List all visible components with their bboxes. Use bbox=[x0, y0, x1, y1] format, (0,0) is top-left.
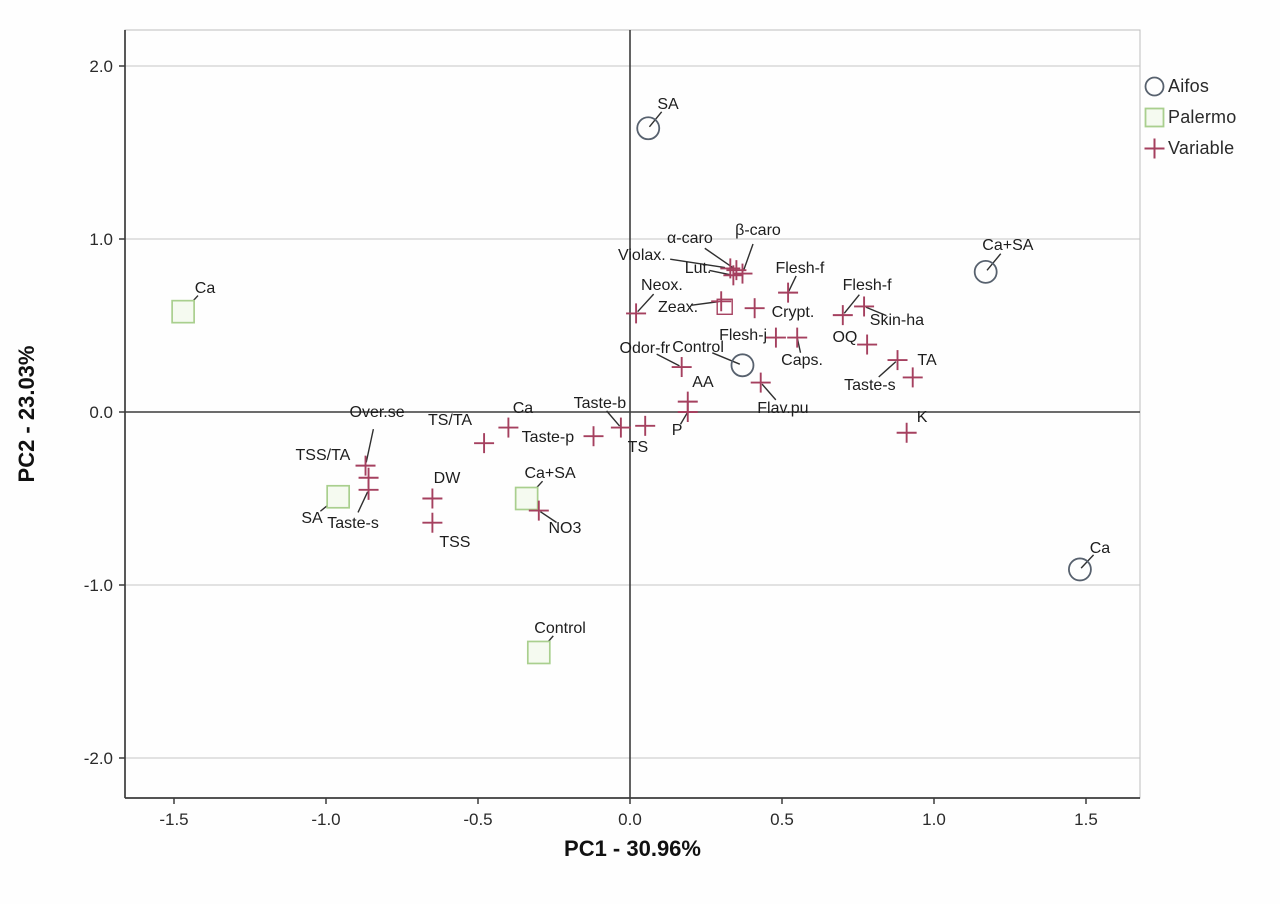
aifos-point bbox=[973, 259, 998, 284]
legend: Aifos Palermo Variable bbox=[1143, 74, 1236, 160]
variable-square-overlay bbox=[716, 298, 733, 315]
legend-label-variable: Variable bbox=[1168, 137, 1235, 158]
x-tick-label: 1.0 bbox=[922, 810, 946, 829]
leader-line bbox=[788, 275, 797, 292]
point-label: OQ bbox=[832, 329, 857, 346]
leader-line bbox=[704, 247, 735, 269]
point-label: TSS/TA bbox=[296, 447, 351, 464]
palermo-point bbox=[514, 486, 539, 511]
point-label: TSS bbox=[439, 534, 470, 551]
x-tick-label: 0.5 bbox=[770, 810, 794, 829]
point-label: AA bbox=[692, 374, 714, 391]
x-tick-label: 1.5 bbox=[1074, 810, 1098, 829]
leader-line bbox=[742, 243, 754, 272]
leader-line bbox=[637, 293, 655, 313]
point-label: DW bbox=[434, 470, 462, 487]
legend-label-aifos: Aifos bbox=[1168, 75, 1210, 96]
y-tick-label: 1.0 bbox=[89, 230, 113, 249]
palermo-point bbox=[526, 640, 551, 665]
leader-line bbox=[986, 253, 1002, 271]
plot-border bbox=[124, 29, 1141, 799]
aifos-point bbox=[1068, 557, 1092, 582]
y-tick-label: -2.0 bbox=[84, 749, 113, 768]
point-label: Ca+SA bbox=[524, 465, 575, 482]
point-label: TS/TA bbox=[428, 412, 472, 429]
y-tick-label: 2.0 bbox=[89, 57, 113, 76]
point-label: P bbox=[672, 422, 683, 439]
point-label: Control bbox=[672, 339, 724, 356]
leader-line bbox=[656, 353, 680, 367]
point-label: Zeax. bbox=[658, 299, 698, 316]
leader-line bbox=[357, 491, 369, 513]
point-label: Ca+SA bbox=[982, 237, 1033, 254]
point-label: NO3 bbox=[548, 520, 581, 537]
point-label: K bbox=[917, 409, 928, 426]
point-label: Control bbox=[534, 620, 586, 637]
palermo-point bbox=[326, 484, 351, 509]
legend-item-aifos: Aifos bbox=[1143, 74, 1236, 98]
leader-line bbox=[606, 410, 621, 427]
y-axis-title: PC2 - 23.03% bbox=[14, 346, 39, 483]
point-label: Skin-ha bbox=[870, 312, 924, 329]
point-label: Taste-s bbox=[327, 515, 379, 532]
x-tick-label: 0.0 bbox=[618, 810, 642, 829]
point-label: Odor-fr bbox=[620, 340, 671, 357]
point-label: Flesh-j bbox=[719, 327, 767, 344]
point-label: Lut. bbox=[685, 260, 712, 277]
x-tick-label: -1.0 bbox=[311, 810, 340, 829]
point-label: Taste-p bbox=[522, 429, 575, 446]
x-axis-title: PC1 - 30.96% bbox=[564, 836, 701, 861]
point-label: Taste-s bbox=[844, 377, 896, 394]
point-label: Neox. bbox=[641, 277, 683, 294]
y-tick-label: 0.0 bbox=[89, 403, 113, 422]
point-label: Crypt. bbox=[772, 304, 815, 321]
point-label: Caps. bbox=[781, 352, 823, 369]
aifos-point bbox=[636, 116, 661, 141]
point-label: Ca bbox=[513, 400, 534, 417]
leader-line bbox=[865, 306, 887, 317]
palermo-square-icon bbox=[1144, 107, 1165, 127]
leader-line bbox=[761, 383, 777, 401]
leader-line bbox=[365, 429, 375, 463]
leader-line bbox=[679, 412, 688, 425]
point-label: SA bbox=[657, 96, 679, 113]
point-label: Violax. bbox=[618, 247, 666, 264]
point-label: β-caro bbox=[735, 222, 781, 239]
point-label: Flesh-f bbox=[775, 260, 824, 277]
legend-item-variable: Variable bbox=[1143, 136, 1236, 160]
x-tick-label: -0.5 bbox=[463, 810, 492, 829]
legend-label-palermo: Palermo bbox=[1168, 106, 1237, 127]
legend-item-palermo: Palermo bbox=[1143, 105, 1236, 129]
point-label: Flav.pu bbox=[757, 400, 808, 417]
point-label: TS bbox=[628, 439, 648, 456]
aifos-point bbox=[730, 353, 755, 378]
palermo-point bbox=[171, 299, 195, 324]
point-label: Ca bbox=[1090, 540, 1111, 557]
leader-line bbox=[712, 352, 741, 365]
leader-line bbox=[539, 511, 557, 524]
leader-line bbox=[670, 258, 726, 269]
aifos-circle-icon bbox=[1144, 76, 1165, 96]
point-label: α-caro bbox=[667, 230, 713, 247]
leader-line bbox=[843, 294, 860, 314]
variable-plus-icon bbox=[1144, 138, 1165, 158]
point-label: Flesh-f bbox=[843, 277, 892, 294]
point-label: Ca bbox=[195, 280, 216, 297]
point-label: SA bbox=[301, 510, 323, 527]
leader-line bbox=[878, 361, 897, 378]
x-tick-label: -1.5 bbox=[159, 810, 188, 829]
y-tick-label: -1.0 bbox=[84, 576, 113, 595]
point-label: Taste-b bbox=[574, 395, 627, 412]
leader-line bbox=[709, 269, 732, 276]
point-label: Over.se bbox=[350, 404, 405, 421]
point-label: TA bbox=[917, 352, 937, 369]
